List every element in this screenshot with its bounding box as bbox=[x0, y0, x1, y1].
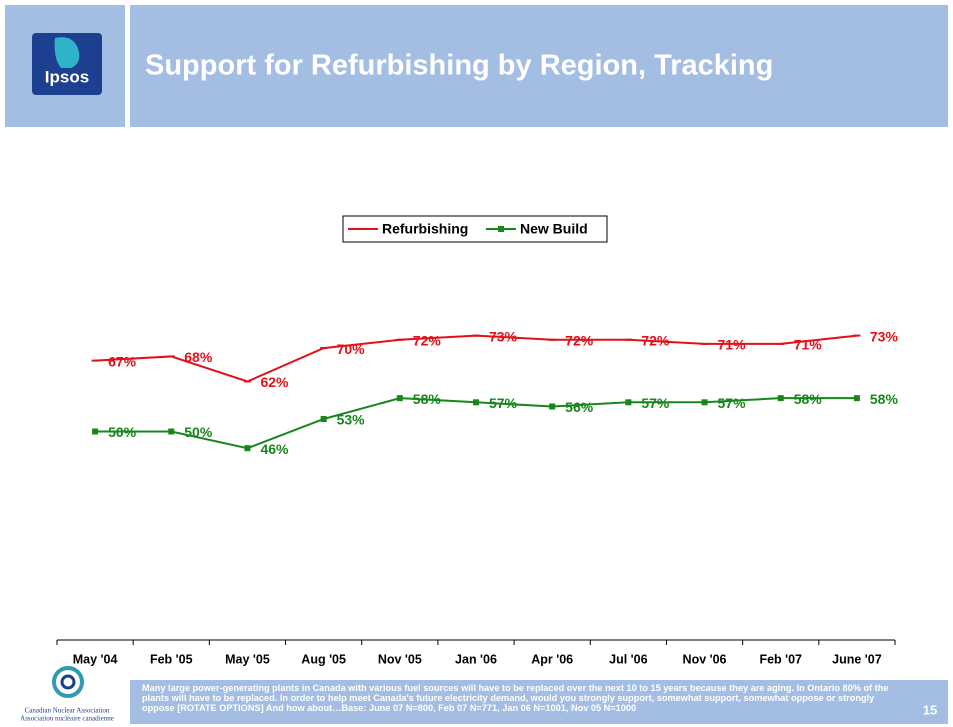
point bbox=[701, 342, 709, 345]
data-label: 72% bbox=[641, 332, 670, 348]
x-tick-label: June '07 bbox=[832, 652, 882, 666]
legend bbox=[342, 215, 608, 243]
x-tick-label: Apr '06 bbox=[531, 652, 573, 666]
slide-title: Support for Refurbishing by Region, Trac… bbox=[145, 50, 773, 82]
data-label: 68% bbox=[184, 349, 213, 365]
data-label: 46% bbox=[260, 441, 289, 457]
data-label: 73% bbox=[870, 328, 899, 344]
point bbox=[320, 415, 327, 422]
cna-logo bbox=[52, 666, 84, 698]
org-fr: Association nucléaire canadienne bbox=[20, 715, 114, 723]
x-tick-label: Jul '06 bbox=[609, 652, 647, 666]
point bbox=[472, 334, 480, 337]
point bbox=[777, 342, 785, 345]
data-label: 58% bbox=[794, 391, 823, 407]
data-label: 57% bbox=[489, 395, 518, 411]
point bbox=[244, 445, 251, 452]
x-tick-label: May '04 bbox=[73, 652, 118, 666]
data-label: 50% bbox=[184, 424, 213, 440]
footer-panel bbox=[130, 680, 948, 724]
point bbox=[91, 359, 99, 362]
data-label: 57% bbox=[641, 395, 670, 411]
x-tick-label: Aug '05 bbox=[301, 652, 346, 666]
data-label: 72% bbox=[413, 332, 442, 348]
point bbox=[548, 338, 556, 341]
data-label: 62% bbox=[260, 374, 289, 390]
legend-marker bbox=[359, 228, 367, 230]
data-label: 73% bbox=[489, 328, 518, 344]
data-label: 57% bbox=[718, 395, 747, 411]
data-label: 50% bbox=[108, 424, 137, 440]
point bbox=[243, 380, 251, 383]
data-label: 53% bbox=[337, 412, 366, 428]
point bbox=[168, 428, 175, 435]
legend-label: New Build bbox=[520, 221, 588, 237]
data-label: 67% bbox=[108, 353, 137, 369]
x-tick-label: Jan '06 bbox=[455, 652, 497, 666]
data-label: 70% bbox=[337, 341, 366, 357]
data-label: 71% bbox=[718, 337, 747, 353]
logo-text: Ipsos bbox=[45, 67, 89, 86]
point bbox=[396, 338, 404, 341]
logo-head bbox=[54, 37, 80, 68]
point bbox=[549, 403, 556, 410]
point bbox=[625, 399, 632, 406]
point bbox=[853, 395, 860, 402]
data-label: 58% bbox=[413, 391, 442, 407]
data-label: 58% bbox=[870, 391, 899, 407]
org-en: Canadian Nuclear Association bbox=[25, 707, 110, 715]
point bbox=[396, 395, 403, 402]
data-label: 71% bbox=[794, 337, 823, 353]
point bbox=[167, 355, 175, 358]
data-label: 56% bbox=[565, 399, 594, 415]
x-tick-label: Nov '05 bbox=[378, 652, 422, 666]
legend-label: Refurbishing bbox=[382, 221, 468, 237]
legend-marker bbox=[498, 226, 504, 232]
data-label: 72% bbox=[565, 332, 594, 348]
footnote: Many large power-generating plants in Ca… bbox=[142, 683, 889, 713]
point bbox=[320, 347, 328, 350]
cna-logo-inner bbox=[60, 674, 76, 690]
page-number: 15 bbox=[923, 702, 937, 717]
title-panel bbox=[130, 5, 948, 127]
x-tick-label: Feb '05 bbox=[150, 652, 193, 666]
point bbox=[777, 395, 784, 402]
x-tick-label: Feb '07 bbox=[759, 652, 802, 666]
point bbox=[701, 399, 708, 406]
x-tick-label: May '05 bbox=[225, 652, 270, 666]
point bbox=[473, 399, 479, 406]
point bbox=[853, 334, 861, 337]
point bbox=[92, 428, 99, 435]
point bbox=[624, 338, 632, 341]
x-tick-label: Nov '06 bbox=[683, 652, 727, 666]
